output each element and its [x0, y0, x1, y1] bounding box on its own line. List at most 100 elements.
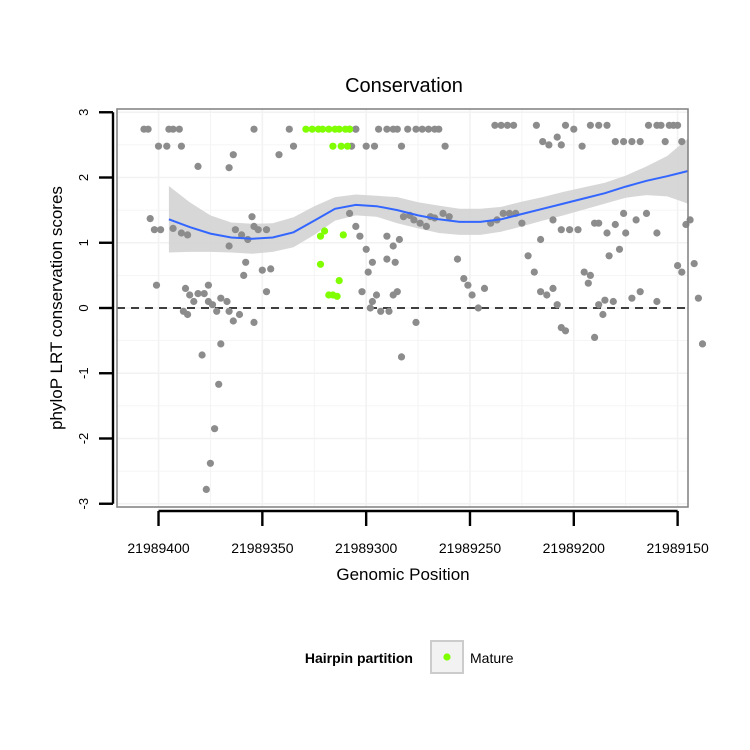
data-point-other: [225, 307, 233, 315]
data-point-other: [636, 138, 644, 146]
data-point-other: [368, 297, 376, 306]
data-point-other: [499, 209, 507, 217]
x-axis-label: Genomic Position: [336, 565, 469, 584]
y-tick-label: 2: [76, 174, 91, 181]
data-point-other: [537, 235, 545, 244]
data-point-mature: [329, 142, 337, 150]
data-point-other: [352, 222, 360, 230]
data-point-other: [200, 290, 208, 298]
data-point-other: [412, 318, 420, 326]
data-point-other: [453, 255, 462, 263]
y-tick-label: 3: [76, 109, 91, 116]
data-point-other: [543, 291, 551, 299]
data-point-other: [356, 232, 364, 240]
data-point-other: [530, 268, 538, 276]
data-point-other: [491, 121, 499, 129]
data-point-other: [439, 209, 447, 217]
data-point-other: [628, 138, 636, 146]
legend-key-mature-swatch: [443, 653, 451, 661]
data-point-other: [275, 151, 283, 159]
data-point-other: [620, 138, 628, 146]
data-point-other: [553, 301, 561, 309]
data-point-other: [262, 288, 271, 296]
data-point-other: [632, 216, 640, 224]
data-point-mature: [343, 142, 352, 150]
data-point-other: [362, 142, 370, 150]
series-other-points: [140, 121, 707, 493]
data-point-other: [204, 281, 212, 289]
data-point-other: [267, 265, 275, 273]
data-point-other: [217, 294, 225, 302]
data-point-other: [611, 220, 619, 229]
data-point-other: [358, 288, 366, 296]
data-point-other: [678, 268, 686, 276]
data-point-other: [416, 219, 424, 227]
data-point-other: [474, 304, 482, 312]
x-axis: 21989400 21989350 21989300 21989250 21989200…: [127, 509, 709, 556]
data-point-other: [595, 301, 603, 309]
data-point-other: [678, 138, 686, 146]
data-point-other: [642, 209, 651, 217]
data-point-other: [445, 213, 453, 221]
data-point-other: [644, 121, 653, 129]
data-point-other: [250, 318, 258, 326]
y-tick-label: -2: [76, 433, 91, 445]
data-point-other: [532, 121, 541, 129]
data-point-other: [225, 164, 233, 172]
data-point-other: [289, 142, 298, 150]
data-point-other: [591, 219, 599, 227]
data-point-other: [661, 138, 669, 146]
data-point-other: [395, 235, 403, 244]
data-point-mature: [346, 125, 354, 133]
data-point-other: [622, 229, 630, 237]
data-point-other: [422, 222, 430, 230]
x-tick-label: 21989400: [127, 540, 190, 556]
data-point-mature: [325, 125, 333, 133]
data-point-other: [509, 121, 518, 129]
data-point-other: [211, 425, 219, 433]
data-point-other: [385, 307, 393, 315]
data-point-other: [352, 125, 360, 133]
x-tick-label: 21989350: [231, 540, 294, 556]
data-point-other: [636, 288, 644, 296]
data-point-other: [561, 121, 570, 129]
data-point-other: [410, 216, 418, 224]
data-point-other: [169, 125, 177, 133]
data-point-other: [383, 125, 391, 133]
data-point-other: [157, 226, 165, 234]
y-tick-label: -1: [76, 367, 91, 379]
data-point-other: [435, 125, 443, 133]
data-point-other: [194, 290, 202, 298]
data-point-other: [146, 215, 154, 223]
data-point-other: [184, 310, 192, 319]
data-point-other: [561, 327, 570, 335]
data-point-other: [198, 351, 206, 359]
data-point-mature: [333, 292, 341, 300]
data-point-other: [229, 317, 237, 325]
data-point-mature: [337, 142, 345, 150]
data-point-other: [368, 258, 376, 266]
data-point-other: [497, 121, 505, 129]
data-point-other: [557, 141, 565, 149]
data-point-other: [366, 304, 374, 312]
data-point-other: [584, 279, 592, 287]
data-point-other: [397, 353, 406, 361]
data-point-other: [364, 268, 372, 276]
data-point-other: [393, 125, 401, 133]
data-point-other: [657, 121, 665, 129]
data-point-mature: [319, 125, 327, 133]
data-point-other: [393, 288, 401, 296]
series-mature-points: [302, 125, 354, 300]
data-point-other: [424, 125, 433, 133]
data-point-other: [605, 252, 613, 260]
data-point-other: [570, 125, 578, 133]
data-point-other: [399, 213, 408, 221]
data-point-other: [254, 226, 262, 234]
data-point-mature: [308, 125, 316, 133]
data-point-mature: [339, 231, 347, 239]
data-point-other: [225, 242, 233, 250]
data-point-other: [238, 231, 246, 239]
data-point-other: [372, 291, 381, 299]
y-axis: -3 -2 -1 0 1 2 3: [76, 109, 115, 509]
